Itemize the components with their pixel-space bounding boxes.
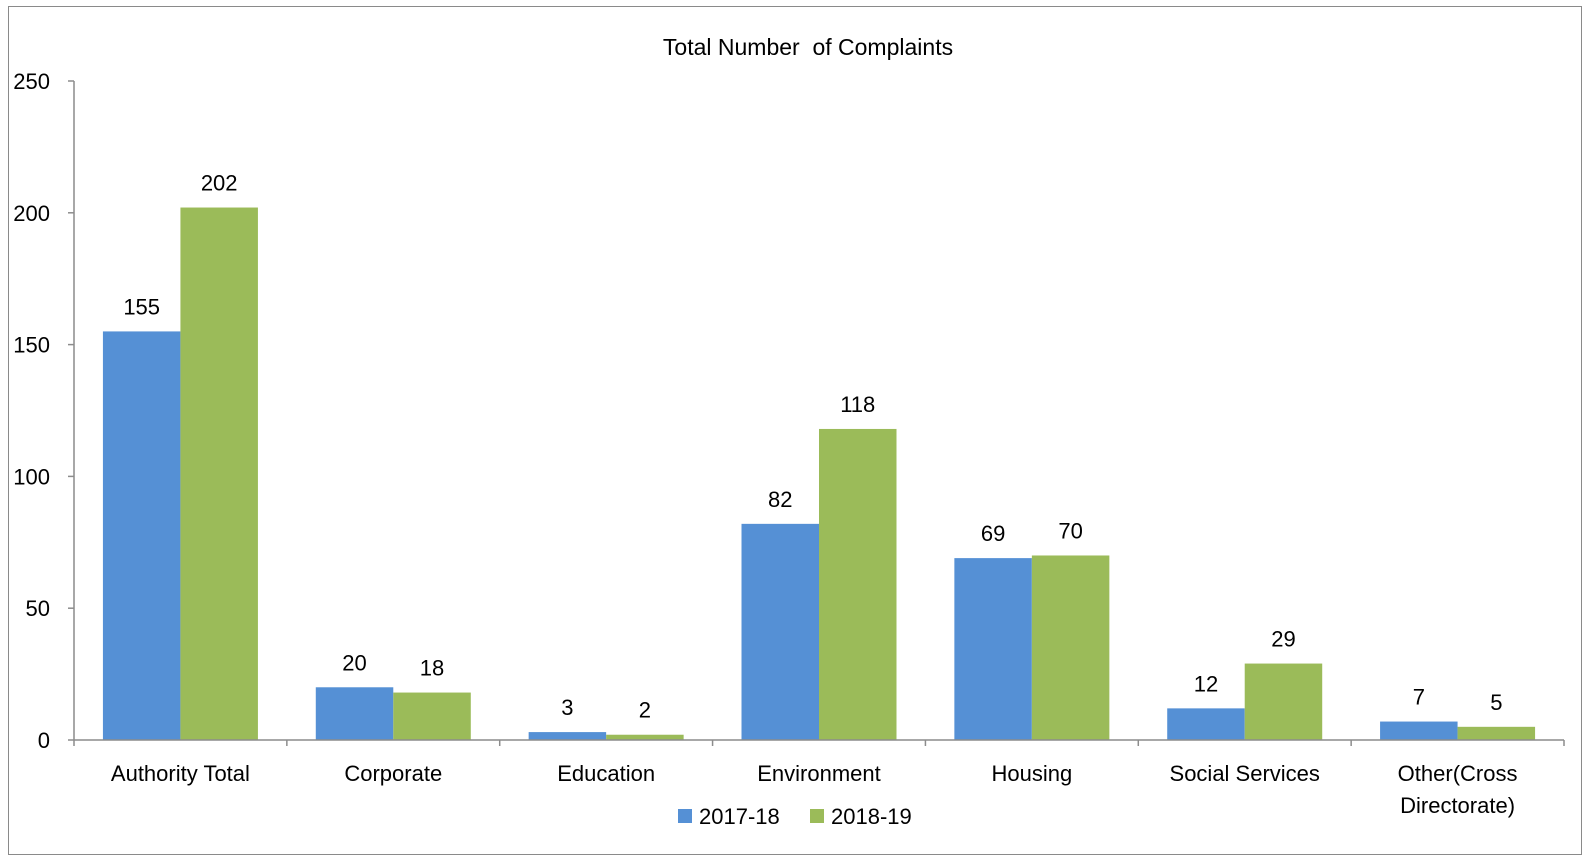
bar: [1167, 708, 1245, 740]
x-tick-label: Housing: [991, 761, 1072, 786]
bar-data-label: 3: [561, 695, 573, 720]
x-tick-label: Directorate): [1400, 793, 1515, 818]
x-tick-label: Corporate: [344, 761, 442, 786]
legend-label: 2017-18: [699, 804, 780, 829]
x-tick-label: Authority Total: [111, 761, 250, 786]
bar-data-label: 18: [420, 656, 444, 681]
chart-title: Total Number of Complaints: [663, 34, 953, 60]
y-tick-label: 150: [13, 333, 50, 358]
bar: [102, 331, 181, 740]
bar: [819, 428, 897, 740]
bar-data-label: 20: [342, 650, 366, 675]
bar-data-labels: 155 202 20 18 3 2 82 118 69 70 12 29 7 5: [123, 171, 1502, 723]
bar: [606, 734, 684, 740]
bar-data-label: 2: [639, 698, 651, 723]
bar: [954, 558, 1032, 740]
bar-data-label: 69: [981, 521, 1005, 546]
bar-data-label: 118: [840, 392, 875, 417]
bar: [1457, 726, 1536, 740]
y-axis: 0 50 100 150 200 250: [13, 69, 75, 753]
bar: [1380, 721, 1458, 740]
bar: [1031, 555, 1110, 740]
bar: [741, 523, 819, 740]
bar: [1244, 663, 1323, 740]
x-tick-label: Environment: [757, 761, 881, 786]
bar: [393, 692, 471, 740]
x-axis: Authority Total Corporate Education Environ…: [73, 739, 1565, 818]
bars: [102, 207, 1536, 740]
bar-data-label: 12: [1194, 671, 1218, 696]
legend-swatch: [678, 809, 692, 823]
bar: [528, 732, 607, 740]
bar: [180, 207, 258, 740]
bar-data-label: 5: [1490, 690, 1502, 715]
bar-data-label: 82: [768, 487, 792, 512]
bar-data-label: 29: [1271, 627, 1295, 652]
bar: [315, 687, 394, 740]
y-tick-label: 100: [13, 464, 50, 489]
y-tick-label: 250: [13, 69, 50, 94]
y-tick-label: 50: [26, 596, 50, 621]
x-tick-label: Other(Cross: [1398, 761, 1518, 786]
x-tick-label: Education: [557, 761, 655, 786]
bar-data-label: 202: [201, 171, 238, 196]
legend: 2017-18 2018-19: [678, 804, 912, 829]
legend-swatch: [810, 809, 824, 823]
bar-data-label: 155: [123, 294, 160, 319]
bar-data-label: 70: [1058, 518, 1082, 543]
bar-data-label: 7: [1413, 685, 1425, 710]
y-tick-label: 0: [38, 728, 50, 753]
x-tick-label: Social Services: [1170, 761, 1320, 786]
legend-label: 2018-19: [831, 804, 912, 829]
y-tick-label: 200: [13, 201, 50, 226]
